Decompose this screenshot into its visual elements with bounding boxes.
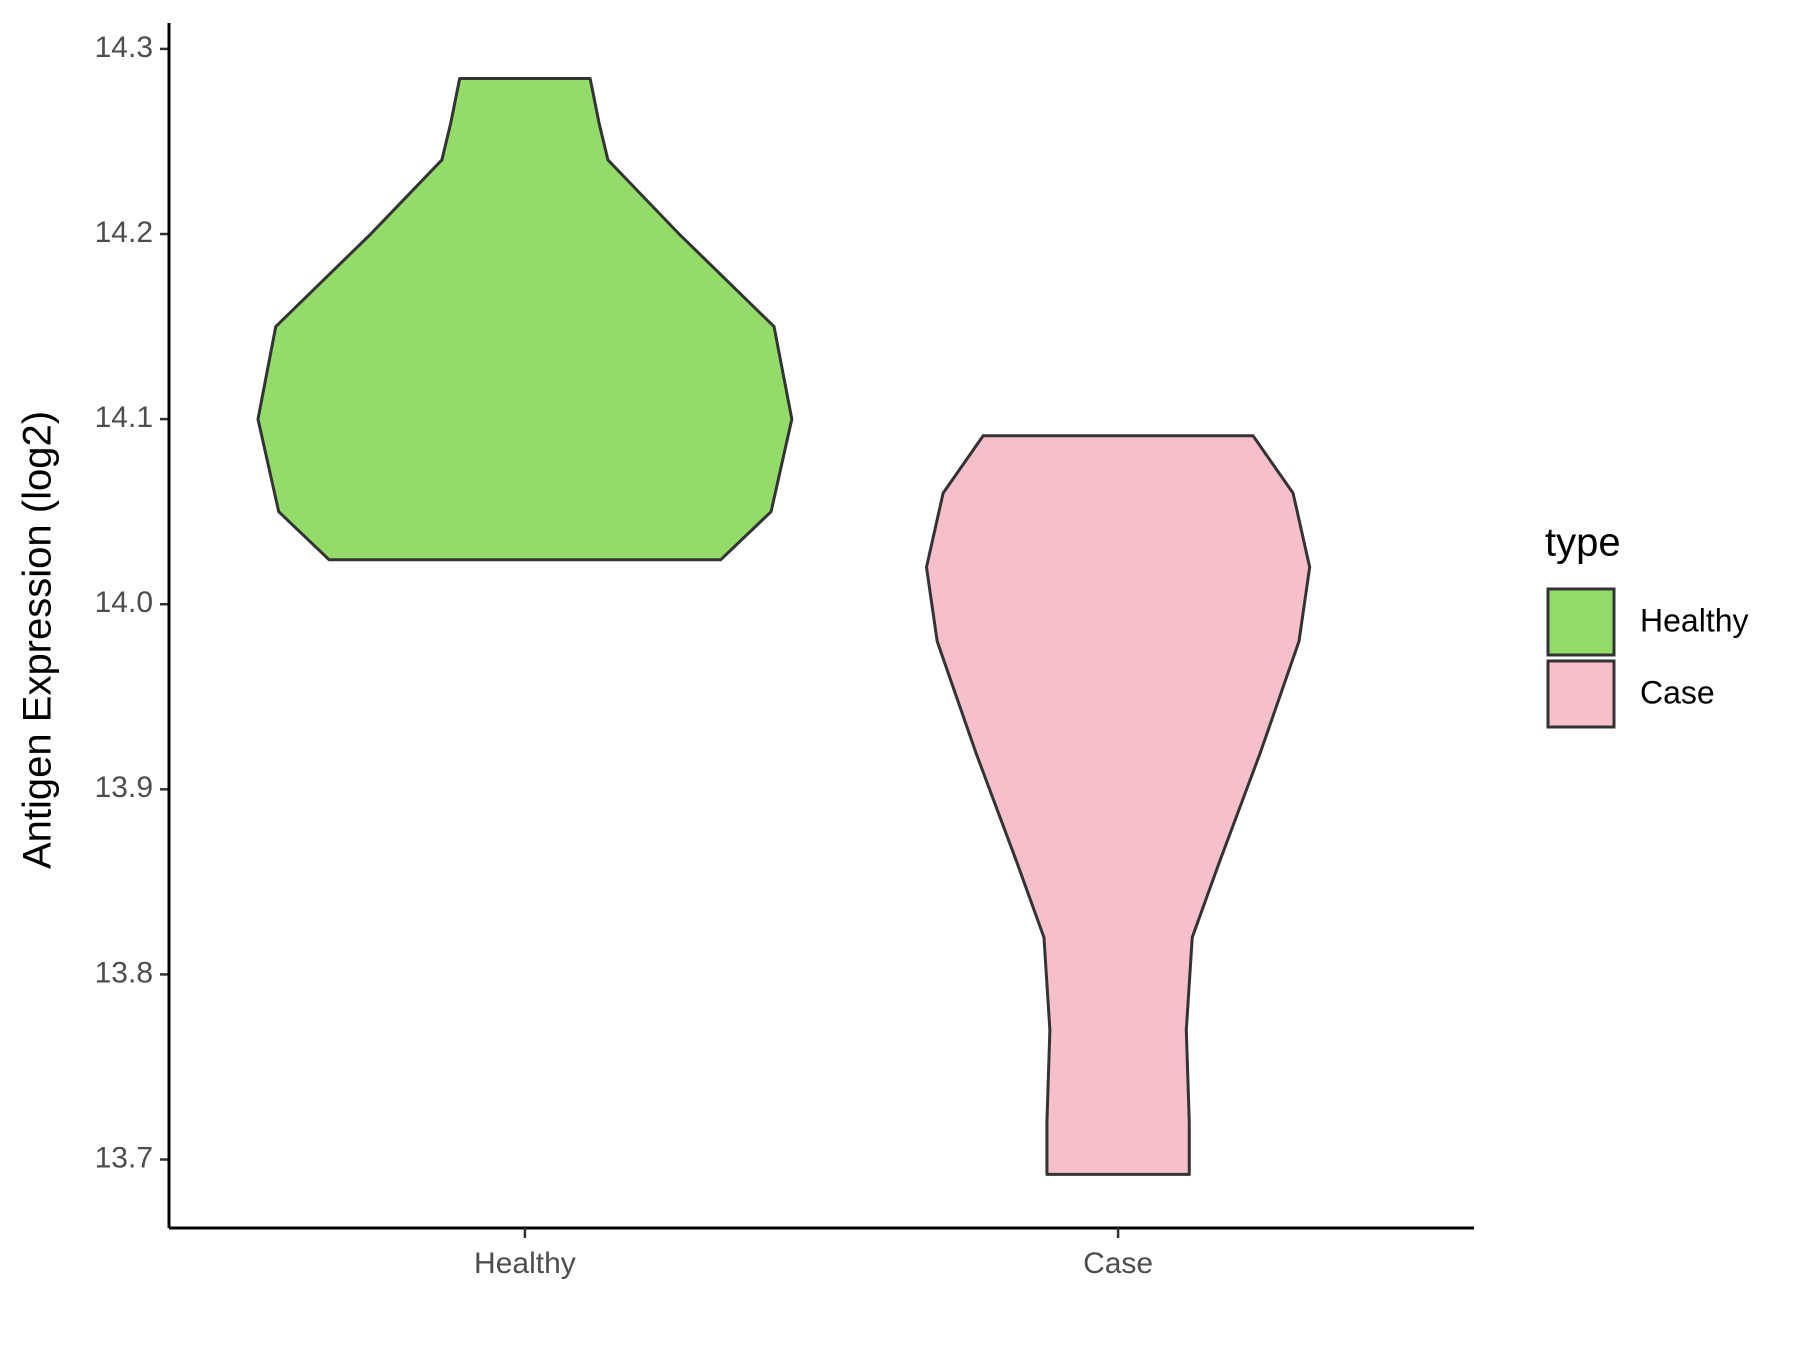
violin: [256, 77, 794, 562]
legend-title: type: [1545, 521, 1621, 565]
y-tick-label: 14.1: [95, 401, 153, 434]
y-tick-label: 13.9: [95, 771, 153, 804]
legend-key: [1546, 587, 1616, 657]
y-tick-label: 14.0: [95, 586, 153, 619]
y-tick-label: 13.8: [95, 956, 153, 989]
legend-label: Case: [1640, 674, 1715, 710]
legend-key: [1546, 659, 1616, 729]
violin: [924, 434, 1312, 1176]
x-tick-label: Case: [1083, 1247, 1153, 1280]
y-tick-label: 14.3: [95, 31, 153, 64]
y-axis-title: Antigen Expression (log2): [16, 411, 60, 869]
x-tick-label: Healthy: [474, 1247, 576, 1280]
y-tick-label: 14.2: [95, 216, 153, 249]
y-tick-label: 13.7: [95, 1141, 153, 1174]
legend-label: Healthy: [1640, 602, 1749, 638]
